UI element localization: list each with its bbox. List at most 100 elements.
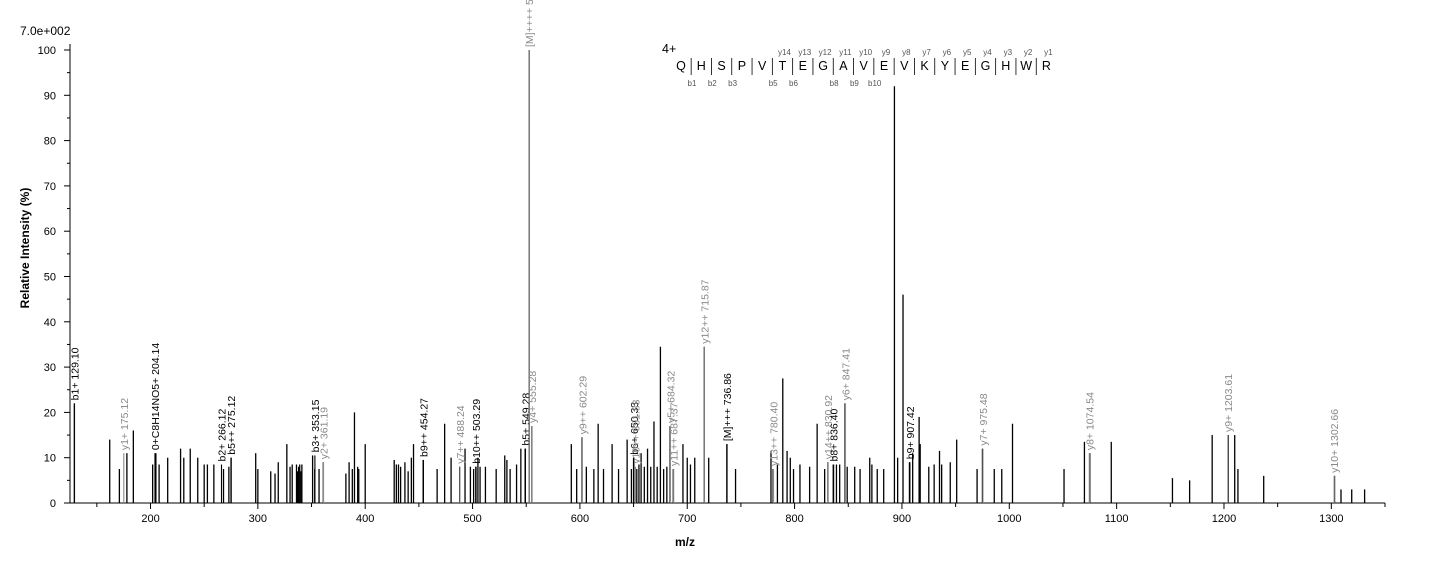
peak-label: y10+ 1302.66 [1329,409,1341,473]
residue-letter: K [920,59,929,73]
b-ion-label: b3 [728,79,737,88]
peak-label: y8+ 1074.54 [1084,392,1096,450]
peak-label: y2+ 361.19 [319,407,331,459]
charge-state-label: 4+ [662,42,676,56]
x-tick-label: 200 [141,513,159,525]
y-ion-label: y13 [798,48,811,57]
residue-letter: V [860,59,869,73]
x-tick-label: 800 [785,513,803,525]
x-tick-label: 500 [463,513,481,525]
x-tick-label: 1300 [1319,513,1343,525]
x-tick-label: 900 [893,513,911,525]
peak-label: y10++ 651.83 [631,399,643,463]
peak-label: y7++ 488.24 [455,405,467,464]
y-ion-label: y5 [963,48,972,57]
x-tick-label: 600 [571,513,589,525]
y-ion-label: y8 [902,48,911,57]
peak-label: b6+ 650.33 [629,402,641,455]
y-tick-label: 50 [44,272,56,284]
y-ion-label: y6 [943,48,952,57]
axes: 0 10 20 30 40 50 60 70 80 90 100 200 300 400 500 600 700… [38,44,1386,525]
peak-label: b8+ 836.40 [829,408,841,461]
x-tick-label: 1200 [1212,513,1236,525]
peak-label: y14++ 830.92 [823,395,835,459]
x-axis-title: m/z [675,535,695,549]
y-tick-label: 60 [44,226,56,238]
b-ion-label: b6 [789,79,798,88]
residue-letter: H [697,59,706,73]
b-ion-label: b10 [868,79,882,88]
peak-label: b9++ 454.27 [418,398,430,457]
y-ion-label: y2 [1024,48,1033,57]
peak-annotations: b1+ 129.10 y1+ 175.12 0+C8H14NO5+ 204.14 b2… [69,0,1341,503]
y-tick-label: 90 [44,90,56,102]
residue-letter: T [779,59,787,73]
peak-label: b1+ 129.10 [69,347,81,400]
y-tick-label: 30 [44,362,56,374]
y-tick-label: 80 [44,136,56,148]
y-tick-label: 0 [50,498,56,510]
y-ion-label: y11 [839,48,852,57]
residue-letter: V [758,59,767,73]
peak-label: [M]+++ 736.86 [722,373,734,441]
residue-letter: R [1042,59,1051,73]
residue-letter: E [961,59,969,73]
residue-letter: P [738,59,746,73]
y-ion-label: y7 [922,48,931,57]
b-ion-label: b1 [688,79,697,88]
peak-label: b3+ 353.15 [310,399,322,452]
y-ion-label: y10 [859,48,872,57]
residue-letter: A [839,59,848,73]
y-tick-label: 40 [44,317,56,329]
peaks [73,50,1366,503]
peak-label: b10++ 503.29 [471,399,483,464]
peak-label: y11++ 687.37 [669,402,681,466]
b-ion-label: b5 [769,79,778,88]
residue-letter: G [818,59,828,73]
residue-letter: Y [941,59,950,73]
b-ion-label: b8 [830,79,839,88]
residue-letter: Q [676,59,686,73]
peak-label: 0+C8H14NO5+ 204.14 [150,343,162,451]
y-tick-label: 10 [44,453,56,465]
peak-label: y12++ 715.87 [699,279,711,343]
y-ion-label: y1 [1044,48,1053,57]
peak-label: [M]++++ 552.76 [524,0,536,47]
peak-label: y4+ 555.28 [527,371,539,423]
peak-label: b5++ 275.12 [226,396,238,455]
y-tick-label: 20 [44,407,56,419]
residue-letter: H [1001,59,1010,73]
peak-label: y9++ 602.29 [577,376,589,435]
residue-letter: E [799,59,807,73]
residue-letter: W [1020,59,1032,73]
residue-letter: V [900,59,909,73]
y-ion-label: y9 [882,48,891,57]
residue-letter: E [880,59,888,73]
x-tick-label: 300 [249,513,267,525]
y-ion-label: y4 [983,48,992,57]
peak-label: y13++ 780.40 [769,402,781,466]
b-ion-label: b2 [708,79,717,88]
peak-label: y9+ 1203.61 [1223,374,1235,432]
b-ion-label: b9 [850,79,859,88]
y-ion-label: y14 [778,48,791,57]
peak-label: b2+ 266.12 [216,408,228,461]
y-ion-label: y3 [1004,48,1013,57]
x-tick-label: 400 [356,513,374,525]
y-ion-label: y12 [819,48,832,57]
residue-letter: G [981,59,991,73]
max-intensity-label: 7.0e+002 [20,24,71,38]
y-axis-title: Relative Intensity (%) [18,188,32,309]
x-tick-label: 700 [678,513,696,525]
peak-label: b9+ 907.42 [905,406,917,459]
y-tick-label: 70 [44,181,56,193]
x-tick-label: 1100 [1105,513,1129,525]
peak-label: y7+ 975.48 [978,393,990,445]
y-tick-label: 100 [38,45,56,57]
peak-label: y1+ 175.12 [119,398,131,450]
x-tick-label: 1000 [997,513,1021,525]
residue-letter: S [717,59,725,73]
peak-label: y5+ 684.32 [665,371,677,423]
